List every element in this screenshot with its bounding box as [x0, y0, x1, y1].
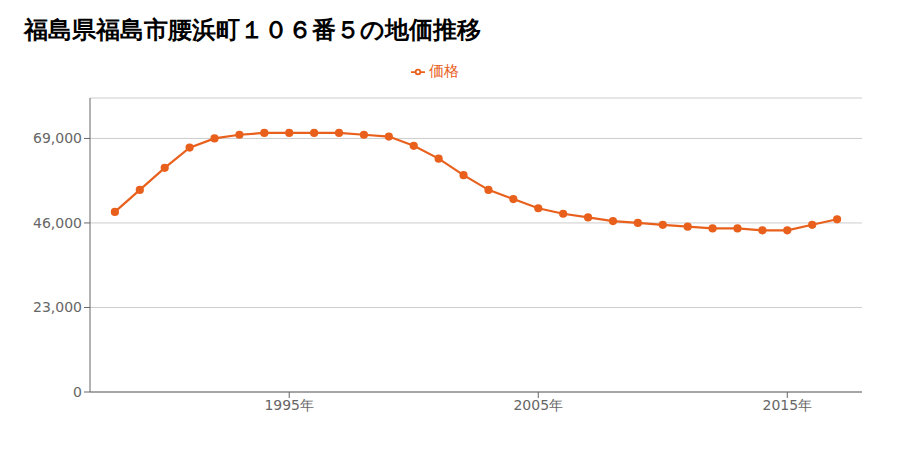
svg-text:23,000: 23,000 [33, 299, 82, 315]
html-text:価格: 価格 [429, 62, 459, 80]
svg-text:2015年: 2015年 [762, 397, 812, 413]
svg-text:46,000: 46,000 [33, 215, 82, 231]
html-text:福島県福島市腰浜町１０６番５の地価推移: 福島県福島市腰浜町１０６番５の地価推移 [24, 16, 481, 44]
svg-text:69,000: 69,000 [33, 130, 82, 146]
svg-text:1995年: 1995年 [264, 397, 314, 413]
svg-text:0: 0 [73, 384, 82, 400]
svg-text:2005年: 2005年 [513, 397, 563, 413]
